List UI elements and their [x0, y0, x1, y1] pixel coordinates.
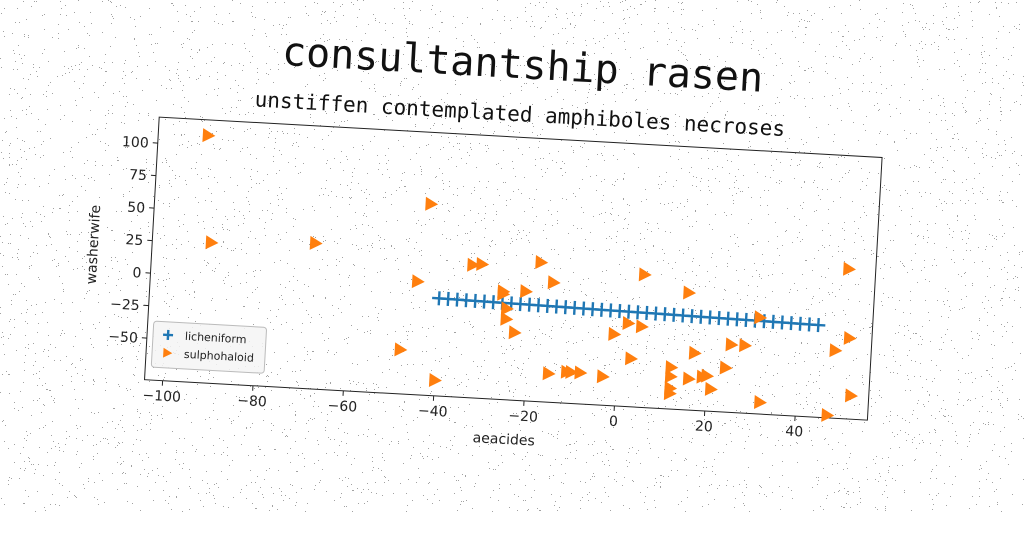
y-tick-label: 0	[132, 265, 142, 281]
data-point	[829, 343, 842, 358]
y-axis-label: washerwife	[84, 205, 104, 285]
x-tick-label: −40	[418, 403, 448, 421]
data-point	[597, 369, 610, 384]
data-point	[509, 325, 522, 340]
data-point	[636, 319, 649, 334]
data-point	[725, 337, 738, 352]
legend-box	[151, 321, 266, 373]
data-point	[665, 360, 678, 375]
data-point	[500, 312, 513, 327]
legend: licheniform sulphohaloid	[151, 321, 266, 373]
y-tick-label: 50	[127, 200, 146, 217]
data-point	[574, 365, 587, 380]
data-point	[689, 346, 702, 361]
x-axis-label: aeacides	[472, 430, 535, 449]
data-point	[476, 257, 489, 272]
data-point	[821, 408, 834, 423]
data-point	[639, 267, 652, 282]
data-point	[754, 395, 767, 410]
data-point	[705, 382, 718, 397]
x-tick-label: 20	[695, 418, 714, 435]
x-tick-label: 40	[785, 424, 804, 441]
x-tick-label: −60	[327, 398, 357, 416]
data-point	[739, 338, 752, 353]
plot-area-frame	[145, 117, 883, 420]
data-point	[412, 274, 425, 289]
data-point	[202, 128, 215, 143]
data-point	[548, 275, 561, 290]
series-sulphohaloid	[189, 128, 871, 424]
data-point	[754, 310, 767, 325]
data-point	[683, 372, 696, 387]
data-point	[429, 373, 442, 388]
y-axis-ticks: −50 −25 0 25 50 75 100	[108, 134, 158, 347]
x-tick-label: −80	[237, 393, 267, 411]
y-tick-label: 75	[129, 167, 148, 184]
data-point	[683, 285, 696, 300]
data-point	[844, 331, 857, 346]
data-point	[811, 318, 826, 333]
data-point	[608, 327, 621, 342]
x-tick-label: −20	[508, 408, 538, 426]
data-point	[543, 366, 556, 381]
y-tick-label: −50	[108, 329, 138, 347]
data-point	[310, 236, 323, 251]
data-point	[701, 369, 714, 384]
data-point	[625, 351, 638, 366]
data-point	[205, 235, 218, 250]
data-point	[720, 361, 733, 376]
data-point	[425, 197, 438, 212]
y-tick-label: −25	[110, 296, 140, 314]
data-point	[845, 388, 858, 403]
x-tick-label: −100	[142, 388, 181, 406]
y-tick-label: 100	[122, 134, 150, 151]
data-point	[520, 284, 533, 299]
y-tick-label: 25	[125, 232, 144, 249]
x-tick-label: 0	[609, 414, 619, 430]
chart-title: consultantship rasen	[281, 29, 764, 102]
data-point	[843, 262, 856, 277]
data-point	[394, 342, 407, 357]
data-point	[535, 255, 548, 270]
